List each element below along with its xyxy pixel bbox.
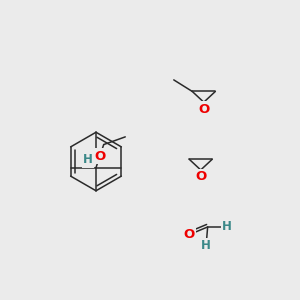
Text: O: O <box>195 170 206 183</box>
Text: O: O <box>198 103 209 116</box>
Text: H: H <box>83 154 93 166</box>
Text: H: H <box>222 220 232 233</box>
Text: H: H <box>201 239 211 252</box>
Text: O: O <box>184 228 195 241</box>
Text: O: O <box>94 150 106 163</box>
